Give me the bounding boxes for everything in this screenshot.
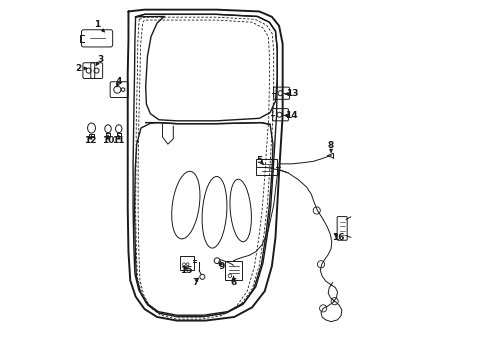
Text: 5: 5 [256,156,263,165]
Text: 14: 14 [285,111,298,120]
Text: 2: 2 [75,64,81,73]
Text: 11: 11 [113,136,125,145]
Text: 1: 1 [94,19,100,28]
Text: 4: 4 [116,77,122,86]
Text: 9: 9 [218,262,224,271]
Text: 6: 6 [230,278,237,287]
Text: 8: 8 [328,141,334,150]
Text: 3: 3 [98,55,103,64]
Text: 7: 7 [192,278,199,287]
Text: 15: 15 [179,266,192,275]
Text: 13: 13 [286,89,298,98]
Text: 10: 10 [102,136,114,145]
Text: 16: 16 [332,233,344,242]
Text: 12: 12 [84,136,97,145]
